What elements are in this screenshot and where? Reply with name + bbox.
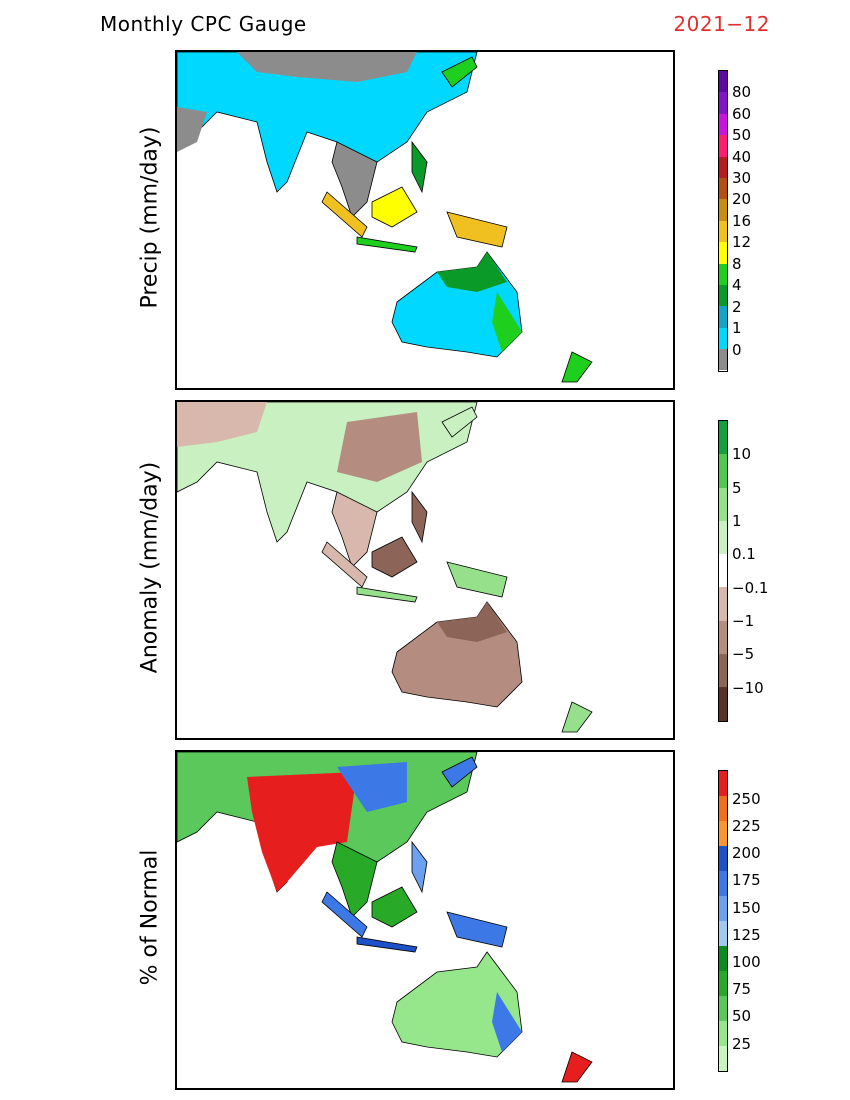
map-title: Monthly CPC Gauge xyxy=(100,12,307,36)
precip-label-60: 60 xyxy=(732,105,752,123)
japan xyxy=(441,756,478,788)
anomaly-label-1: 1 xyxy=(732,512,742,530)
new-zealand xyxy=(561,701,593,733)
australia-north xyxy=(437,602,507,642)
anomaly-label-neg1: −1 xyxy=(732,612,755,630)
asia-dry xyxy=(237,52,417,82)
percent-normal-map-svg xyxy=(177,752,593,1083)
panel-1-ylabel: Precip (mm/day) xyxy=(137,126,163,309)
new-zealand xyxy=(561,351,593,383)
philippines xyxy=(411,490,428,544)
sumatra xyxy=(321,541,368,588)
precip-colorbar xyxy=(718,70,728,372)
java xyxy=(356,586,418,603)
precip-label-20: 20 xyxy=(732,190,752,208)
china-deficit xyxy=(337,412,422,482)
percent-label-200: 200 xyxy=(732,844,761,862)
java xyxy=(356,236,418,253)
new-guinea xyxy=(446,911,508,948)
borneo xyxy=(371,186,418,228)
precip-label-2: 2 xyxy=(732,298,742,316)
percent-label-250: 250 xyxy=(732,790,761,808)
precip-label-0: 0 xyxy=(732,341,742,359)
percent-label-100: 100 xyxy=(732,953,761,971)
india-surplus xyxy=(247,772,357,892)
precip-label-30: 30 xyxy=(732,169,752,187)
asia-deficit xyxy=(177,402,267,447)
map-date: 2021−12 xyxy=(673,12,770,36)
anomaly-label-neg0.1: −0.1 xyxy=(732,579,769,597)
anomaly-map-svg xyxy=(177,402,593,733)
panel-3-ylabel: % of Normal xyxy=(137,849,163,986)
precip-label-12: 12 xyxy=(732,233,752,251)
anomaly-label-neg5: −5 xyxy=(732,645,755,663)
asia-land xyxy=(177,52,478,193)
new-guinea xyxy=(446,561,508,598)
percent-label-50: 50 xyxy=(732,1007,752,1025)
precip-label-8: 8 xyxy=(732,255,742,273)
anomaly-label-10: 10 xyxy=(732,445,752,463)
japan xyxy=(441,406,478,438)
anomaly-map xyxy=(175,400,675,740)
percent-label-25: 25 xyxy=(732,1035,752,1053)
percent-label-225: 225 xyxy=(732,817,761,835)
java xyxy=(356,936,418,953)
percent-normal-map xyxy=(175,750,675,1090)
percent-label-75: 75 xyxy=(732,980,752,998)
percent-label-125: 125 xyxy=(732,926,761,944)
percent-label-150: 150 xyxy=(732,899,761,917)
australia-east xyxy=(492,992,522,1052)
sumatra xyxy=(321,891,368,938)
anomaly-label-neg10: −10 xyxy=(732,679,764,697)
percent-colorbar xyxy=(718,770,728,1072)
china-mix xyxy=(337,762,407,812)
precip-label-40: 40 xyxy=(732,148,752,166)
percent-label-175: 175 xyxy=(732,871,761,889)
japan xyxy=(441,56,478,88)
precip-label-1: 1 xyxy=(732,319,742,337)
philippines xyxy=(411,140,428,194)
borneo xyxy=(371,886,418,928)
anomaly-label-5: 5 xyxy=(732,479,742,497)
precip-label-4: 4 xyxy=(732,276,742,294)
new-guinea xyxy=(446,211,508,248)
anomaly-label-0.1: 0.1 xyxy=(732,545,756,563)
philippines xyxy=(411,840,428,894)
anomaly-colorbar xyxy=(718,420,728,722)
australia-north xyxy=(437,252,507,292)
sumatra xyxy=(321,191,368,238)
australia xyxy=(391,601,523,708)
precip-label-16: 16 xyxy=(732,212,752,230)
borneo xyxy=(371,536,418,578)
asia-dry-2 xyxy=(177,107,207,152)
precip-map xyxy=(175,50,675,390)
precip-label-50: 50 xyxy=(732,126,752,144)
australia-east xyxy=(492,292,522,352)
precip-label-80: 80 xyxy=(732,83,752,101)
new-zealand xyxy=(561,1051,593,1083)
panel-2-ylabel: Anomaly (mm/day) xyxy=(137,461,163,674)
precip-map-svg xyxy=(177,52,593,383)
